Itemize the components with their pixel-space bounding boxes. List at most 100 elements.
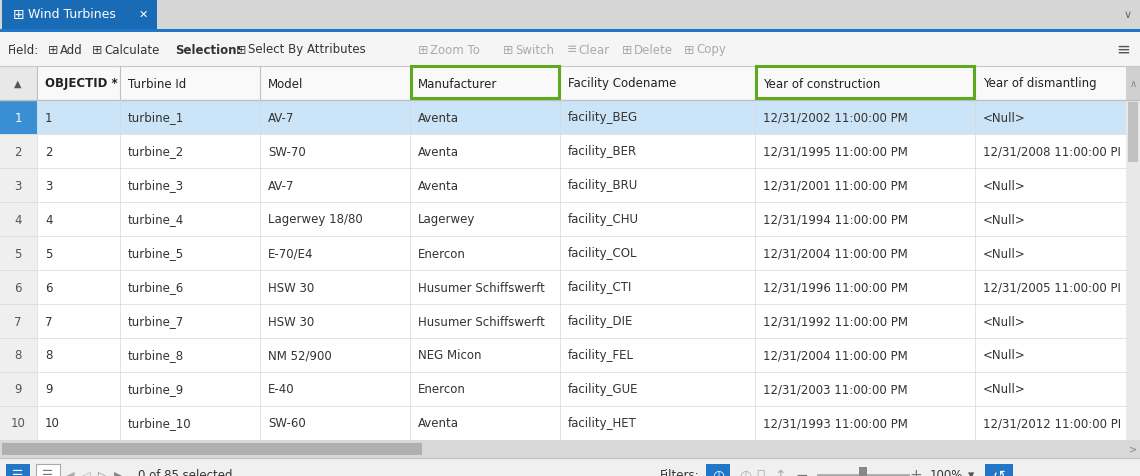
Text: 8: 8 — [44, 349, 52, 362]
Text: Manufacturer: Manufacturer — [418, 77, 497, 90]
Text: 100%: 100% — [930, 468, 963, 476]
Text: <Null>: <Null> — [983, 213, 1026, 226]
Text: ⊞: ⊞ — [236, 43, 246, 56]
Bar — [0, 304, 1126, 338]
Text: ☰: ☰ — [42, 468, 54, 476]
Bar — [412, 67, 559, 99]
Text: turbine_6: turbine_6 — [128, 281, 185, 294]
Text: >: > — [1129, 444, 1137, 454]
Bar — [1126, 304, 1140, 338]
Text: ▶: ▶ — [114, 470, 122, 476]
Bar — [0, 304, 36, 338]
Bar — [2, 0, 157, 30]
Text: turbine_1: turbine_1 — [128, 111, 185, 124]
Text: 12/31/1992 11:00:00 PM: 12/31/1992 11:00:00 PM — [763, 315, 907, 328]
Text: 12/31/2001 11:00:00 PM: 12/31/2001 11:00:00 PM — [763, 179, 907, 192]
Text: ∧: ∧ — [1130, 79, 1137, 89]
Text: ↑: ↑ — [774, 468, 785, 476]
Text: 12/31/2005 11:00:00 PI: 12/31/2005 11:00:00 PI — [983, 281, 1121, 294]
Text: E-70/E4: E-70/E4 — [268, 247, 314, 260]
Bar — [0, 101, 1126, 135]
Bar — [1126, 203, 1140, 237]
Text: 12/31/2012 11:00:00 PI: 12/31/2012 11:00:00 PI — [983, 416, 1121, 430]
Text: <Null>: <Null> — [983, 383, 1026, 396]
Text: Enercon: Enercon — [418, 383, 466, 396]
Text: 12/31/2008 11:00:00 PI: 12/31/2008 11:00:00 PI — [983, 145, 1121, 158]
Text: Aventa: Aventa — [418, 416, 459, 430]
Text: ☰: ☰ — [13, 468, 24, 476]
Bar — [0, 270, 36, 304]
Text: Year of dismantling: Year of dismantling — [983, 77, 1097, 90]
Text: <Null>: <Null> — [983, 247, 1026, 260]
Text: facility_BRU: facility_BRU — [568, 179, 638, 192]
Bar — [36, 464, 60, 476]
Text: turbine_9: turbine_9 — [128, 383, 185, 396]
Text: Switch: Switch — [515, 43, 554, 56]
Text: ⊞: ⊞ — [622, 43, 633, 56]
Text: Selection:: Selection: — [176, 43, 242, 56]
Text: ⊞: ⊞ — [48, 43, 58, 56]
Text: E-40: E-40 — [268, 383, 294, 396]
Text: Lagerwey 18/80: Lagerwey 18/80 — [268, 213, 363, 226]
Bar — [0, 135, 1126, 169]
Text: Filters:: Filters: — [660, 468, 700, 476]
Text: <Null>: <Null> — [983, 315, 1026, 328]
Text: 1: 1 — [44, 111, 52, 124]
Text: 0 of 85 selected: 0 of 85 selected — [138, 468, 233, 476]
Bar — [1127, 103, 1138, 163]
Text: Field:: Field: — [8, 43, 39, 56]
Text: 1: 1 — [15, 111, 22, 124]
Text: OBJECTID *: OBJECTID * — [44, 77, 117, 90]
Text: 7: 7 — [15, 315, 22, 328]
Text: 7: 7 — [44, 315, 52, 328]
Bar — [0, 406, 1126, 440]
Text: ⊞: ⊞ — [503, 43, 513, 56]
Bar — [1126, 372, 1140, 406]
Text: 2: 2 — [15, 145, 22, 158]
Bar — [1126, 237, 1140, 270]
Text: ◷: ◷ — [712, 468, 724, 476]
Text: 10: 10 — [10, 416, 25, 430]
Bar — [0, 67, 1140, 101]
Text: 6: 6 — [15, 281, 22, 294]
Text: AV-7: AV-7 — [268, 111, 294, 124]
Text: 4: 4 — [15, 213, 22, 226]
Bar — [0, 338, 1126, 372]
Text: ⊞: ⊞ — [92, 43, 103, 56]
Text: Lagerwey: Lagerwey — [418, 213, 475, 226]
Text: Year of construction: Year of construction — [763, 77, 880, 90]
Text: ≡: ≡ — [1116, 41, 1130, 59]
Text: turbine_10: turbine_10 — [128, 416, 192, 430]
Text: Copy: Copy — [697, 43, 726, 56]
Bar — [0, 0, 1140, 30]
Text: NM 52/900: NM 52/900 — [268, 349, 332, 362]
Text: AV-7: AV-7 — [268, 179, 294, 192]
Bar — [1126, 169, 1140, 203]
Bar — [1126, 101, 1140, 440]
Text: 12/31/2003 11:00:00 PM: 12/31/2003 11:00:00 PM — [763, 383, 907, 396]
Bar — [0, 135, 36, 169]
Bar — [1126, 338, 1140, 372]
Text: facility_BER: facility_BER — [568, 145, 637, 158]
Text: Husumer Schiffswerft: Husumer Schiffswerft — [418, 281, 545, 294]
Text: 5: 5 — [15, 247, 22, 260]
Text: HSW 30: HSW 30 — [268, 315, 315, 328]
Bar — [1126, 135, 1140, 169]
Text: Wind Turbines: Wind Turbines — [28, 9, 116, 21]
Text: 2: 2 — [44, 145, 52, 158]
Bar — [1126, 406, 1140, 440]
Text: Aventa: Aventa — [418, 145, 459, 158]
Text: 4: 4 — [44, 213, 52, 226]
Bar — [0, 458, 1140, 476]
Text: ↺: ↺ — [993, 467, 1005, 476]
Text: <Null>: <Null> — [983, 179, 1026, 192]
Bar — [756, 67, 974, 99]
Text: ▷: ▷ — [98, 470, 106, 476]
Bar — [0, 67, 36, 101]
Text: Facility Codename: Facility Codename — [568, 77, 676, 90]
Text: Model: Model — [268, 77, 303, 90]
Bar — [0, 406, 36, 440]
Bar — [0, 203, 1126, 237]
Text: Aventa: Aventa — [418, 111, 459, 124]
Text: Enercon: Enercon — [418, 247, 466, 260]
